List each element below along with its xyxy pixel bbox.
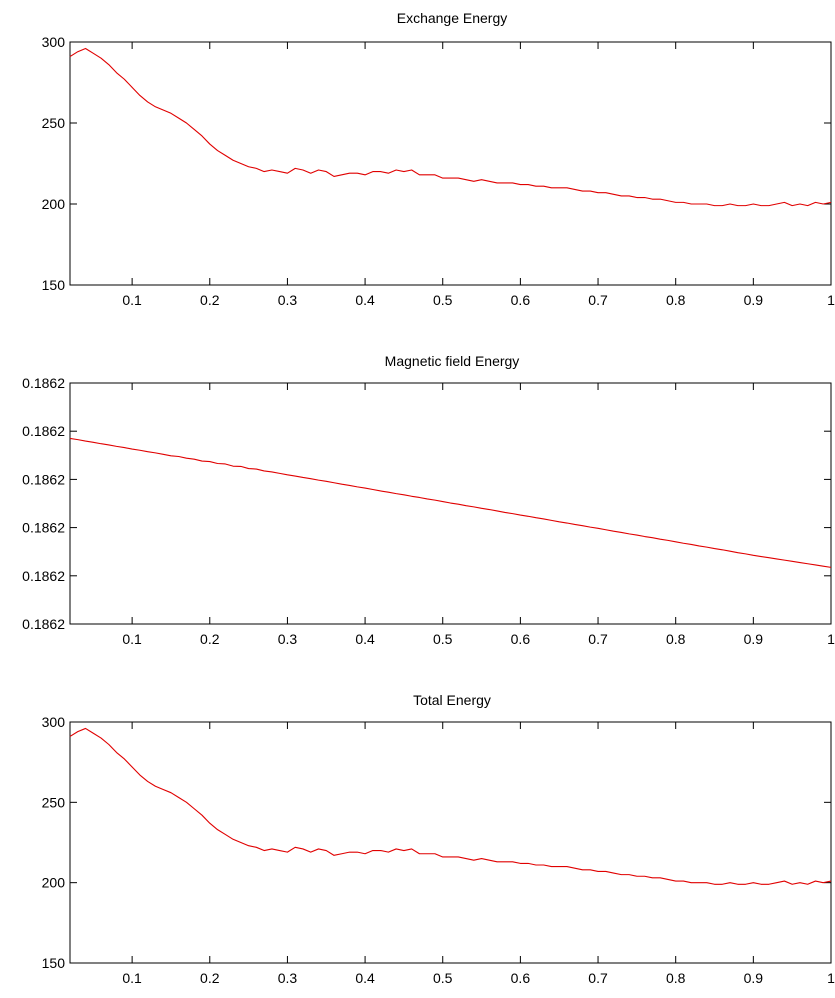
magnetic-field-energy-x-tick-label: 0.5 <box>433 631 453 647</box>
exchange-energy-panel: Exchange Energy 0.1 0.2 0.3 0.4 0.5 0.6 0.7 0.8… <box>42 10 835 308</box>
exchange-energy-x-tick-label: 0.1 <box>122 292 142 308</box>
exchange-energy-title: Exchange Energy <box>397 10 508 26</box>
magnetic-field-energy-y-tick-label: 0.1862 <box>22 616 65 632</box>
total-energy-x-tick-label: 0.8 <box>666 970 686 986</box>
exchange-energy-y-tick-label: 250 <box>42 115 66 131</box>
exchange-energy-y-tick-label: 150 <box>42 277 66 293</box>
magnetic-field-energy-x-tick-label: 0.4 <box>355 631 375 647</box>
total-energy-x-tick-label: 0.6 <box>511 970 531 986</box>
total-energy-x-tick-label: 0.2 <box>200 970 220 986</box>
magnetic-field-energy-y-tick-label: 0.1862 <box>22 375 65 391</box>
magnetic-field-energy-x-tick-label: 1 <box>827 631 835 647</box>
magnetic-field-energy-x-tick-label: 0.9 <box>744 631 764 647</box>
exchange-energy-x-tick-label: 0.6 <box>511 292 531 308</box>
total-energy-y-tick-label: 300 <box>42 714 66 730</box>
total-energy-axes-frame <box>69 721 832 964</box>
magnetic-field-energy-x-tick-label: 0.3 <box>278 631 298 647</box>
magnetic-field-energy-y-tick-label: 0.1862 <box>22 471 65 487</box>
magnetic-field-energy-x-tick-label: 0.1 <box>122 631 142 647</box>
exchange-energy-x-tick-label: 0.9 <box>744 292 764 308</box>
magnetic-field-energy-y-tick-label: 0.1862 <box>22 568 65 584</box>
magnetic-field-energy-series-line <box>69 437 832 568</box>
exchange-energy-x-tick-label: 0.2 <box>200 292 220 308</box>
exchange-energy-axes-frame <box>69 41 832 286</box>
magnetic-field-energy-title: Magnetic field Energy <box>385 353 520 369</box>
exchange-energy-x-tick-label: 0.8 <box>666 292 686 308</box>
magnetic-field-energy-x-tick-label: 0.8 <box>666 631 686 647</box>
exchange-energy-x-tick-label: 0.7 <box>588 292 608 308</box>
total-energy-x-tick-label: 0.4 <box>355 970 375 986</box>
total-energy-x-tick-label: 0.1 <box>122 970 142 986</box>
magnetic-field-energy-axes-frame <box>69 382 832 625</box>
total-energy-y-tick-label: 150 <box>42 955 66 971</box>
total-energy-x-tick-label: 0.7 <box>588 970 608 986</box>
total-energy-panel: Total Energy 0.1 0.2 0.3 0.4 0.5 0.6 0.7 0.8 0.9… <box>42 692 835 986</box>
exchange-energy-x-tick-label: 0.5 <box>433 292 453 308</box>
total-energy-x-tick-label: 0.5 <box>433 970 453 986</box>
total-energy-series-line <box>69 727 832 885</box>
exchange-energy-y-tick-label: 300 <box>42 34 66 50</box>
magnetic-field-energy-y-tick-label: 0.1862 <box>22 423 65 439</box>
magnetic-field-energy-y-tick-label: 0.1862 <box>22 520 65 536</box>
total-energy-x-tick-label: 0.9 <box>744 970 764 986</box>
magnetic-field-energy-x-tick-label: 0.6 <box>511 631 531 647</box>
total-energy-x-tick-label: 0.3 <box>278 970 298 986</box>
exchange-energy-x-tick-label: 1 <box>827 292 835 308</box>
exchange-energy-series-line <box>69 47 832 207</box>
exchange-energy-x-tick-label: 0.3 <box>278 292 298 308</box>
magnetic-field-energy-x-tick-label: 0.2 <box>200 631 220 647</box>
magnetic-field-energy-x-tick-label: 0.7 <box>588 631 608 647</box>
magnetic-field-energy-panel: Magnetic field Energy 0.1 0.2 0.3 0.4 0.5 0.6… <box>22 353 835 647</box>
total-energy-x-tick-label: 1 <box>827 970 835 986</box>
total-energy-y-tick-label: 250 <box>42 794 66 810</box>
total-energy-y-tick-label: 200 <box>42 875 66 891</box>
exchange-energy-y-tick-label: 200 <box>42 196 66 212</box>
total-energy-title: Total Energy <box>413 692 491 708</box>
exchange-energy-x-tick-label: 0.4 <box>355 292 375 308</box>
